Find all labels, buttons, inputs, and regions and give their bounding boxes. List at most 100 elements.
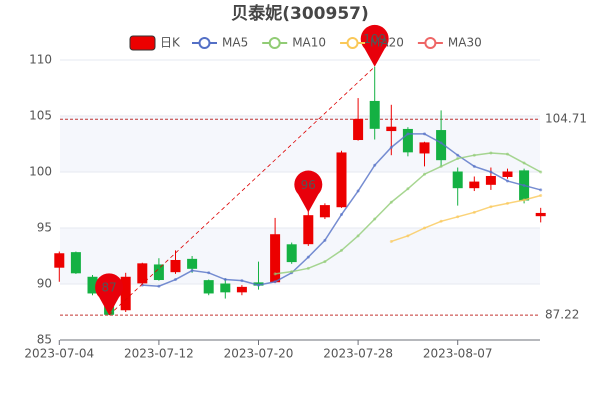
ma-point (423, 132, 426, 136)
x-tick-label: 2023-07-04 (24, 347, 94, 361)
legend-label: MA20 (370, 36, 404, 50)
pin-label: 96 (301, 178, 316, 192)
ma-point (406, 132, 410, 136)
legend-icon (268, 37, 281, 49)
ma-point (323, 238, 327, 242)
x-tick-label: 2023-07-20 (224, 347, 294, 361)
ma-point (306, 266, 310, 270)
legend-icon (198, 37, 211, 49)
candle-body (170, 259, 181, 273)
candle-body (187, 258, 198, 269)
ma-point (472, 210, 476, 214)
ma-point (190, 269, 194, 273)
ma-point (539, 170, 543, 174)
ma-point (456, 153, 460, 157)
ma-point (356, 234, 360, 238)
ma-point (506, 152, 509, 156)
candle-body (319, 205, 330, 218)
ma-point (489, 151, 493, 155)
pin-marker (95, 273, 124, 316)
candle-body (336, 152, 347, 208)
ma-point (373, 163, 377, 167)
mark-line-label: 104.71 (545, 112, 587, 126)
legend-label: MA30 (448, 36, 482, 50)
x-tick-label: 2023-08-07 (423, 347, 493, 361)
grid-band (60, 228, 540, 284)
ma-point (257, 283, 260, 287)
y-tick-label: 110 (29, 53, 52, 67)
ma-point (290, 270, 294, 274)
ma-point (273, 272, 277, 276)
candle-body (386, 126, 397, 132)
legend-icon (424, 37, 437, 49)
ma-point (539, 188, 543, 192)
ma-point (306, 255, 310, 259)
ma-point (406, 234, 410, 238)
legend-label: MA10 (292, 36, 326, 50)
candle-body (369, 100, 380, 129)
candle-body (120, 276, 131, 311)
candle-body (452, 171, 463, 189)
candle-body (153, 264, 164, 281)
candle-body (419, 142, 430, 154)
candle-body (485, 175, 496, 185)
y-tick-label: 105 (29, 109, 52, 123)
y-tick-label: 95 (37, 221, 52, 235)
candle-body (353, 118, 364, 141)
grid-band (60, 116, 540, 172)
candle-body (220, 283, 231, 293)
chart-title: 贝泰妮(300957) (231, 3, 369, 24)
ma-point (456, 157, 460, 161)
ma-point (389, 200, 393, 204)
ma-point (240, 279, 244, 283)
candle-body (402, 128, 413, 153)
ma-point (423, 172, 426, 176)
candle-body (436, 130, 447, 161)
ma-point (356, 189, 360, 193)
y-tick-label: 85 (37, 333, 52, 347)
pin-label: 87 (101, 281, 116, 295)
ma-point (340, 248, 343, 252)
x-tick-label: 2023-07-28 (323, 347, 393, 361)
ma-point (323, 260, 327, 264)
ma-point (506, 201, 509, 205)
ma-point (489, 170, 493, 174)
mark-line-label: 87.22 (545, 308, 579, 322)
legend-label: MA5 (222, 36, 248, 50)
ma-point (472, 153, 476, 157)
ma-point (522, 198, 526, 202)
candle-body (286, 244, 297, 263)
ma-point (157, 284, 161, 288)
ma-point (439, 141, 443, 145)
y-tick-label: 90 (37, 277, 52, 291)
candle-body (137, 263, 148, 284)
ma-point (406, 187, 410, 191)
ma-point (456, 215, 460, 219)
ma-point (522, 183, 526, 187)
candle-body (469, 181, 480, 189)
pin-label: 109 (363, 32, 386, 46)
candle-body (54, 253, 65, 268)
legend-label: 日K (160, 36, 181, 50)
candle-body (203, 280, 214, 294)
ma-point (389, 145, 393, 149)
ma-point (207, 271, 211, 275)
ma-point (506, 179, 509, 183)
ma-line (391, 194, 541, 243)
ma-point (373, 217, 377, 221)
ma-point (439, 164, 443, 168)
ma-point (273, 280, 277, 284)
candle-body (303, 215, 314, 245)
ma-point (439, 219, 443, 223)
candle-body (70, 252, 81, 274)
candle-body (236, 286, 247, 293)
ma-point (472, 164, 476, 168)
ma-point (423, 226, 426, 230)
y-tick-label: 100 (29, 165, 52, 179)
ma-point (389, 239, 393, 243)
pin-connector (108, 66, 375, 316)
ma-point (223, 278, 227, 282)
legend-icon (346, 37, 359, 49)
ma-point (174, 278, 177, 282)
